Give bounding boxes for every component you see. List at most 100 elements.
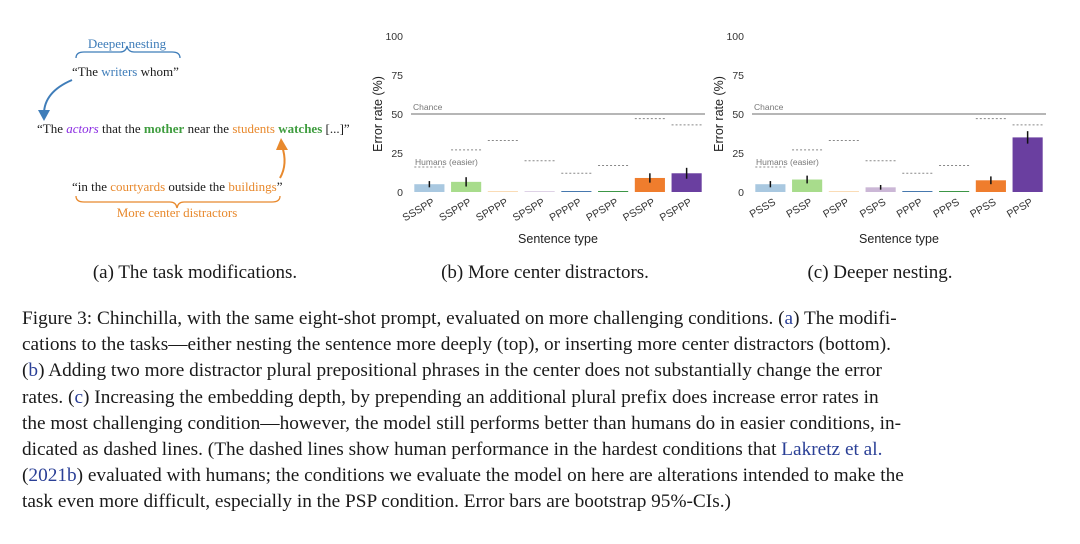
bar	[1012, 137, 1043, 192]
x-tick-label: PPSP	[1005, 196, 1035, 220]
caption-line-8: task even more difficult, especially in …	[22, 491, 731, 513]
x-axis-label: Sentence type	[518, 232, 598, 246]
bar	[975, 180, 1006, 192]
y-tick-label: 75	[391, 70, 403, 82]
citation-link-year[interactable]: 2021b	[28, 465, 77, 487]
y-axis-label: Error rate (%)	[712, 76, 726, 152]
chart-deeper-nesting: 0 25 50 75 100 Error rate (%) Chance Humans (ea…	[712, 31, 1046, 246]
task-modifications-panel: Deeper nesting “The writers whom” “The a…	[0, 0, 370, 300]
x-tick-label: PSSS	[748, 196, 778, 220]
chance-label: Chance	[754, 102, 784, 112]
caption-line-2: cations to the tasks—either nesting the …	[22, 334, 892, 356]
bar	[828, 191, 859, 192]
x-tick-label: PSSP	[784, 196, 814, 220]
subcaption-a: (a) The task modifications.	[92, 262, 298, 283]
y-tick-label: 0	[738, 187, 744, 199]
word-courtyards: courtyards	[110, 179, 166, 194]
bar	[524, 191, 555, 192]
bottom-quote: “in the courtyards outside the buildings…	[72, 179, 283, 195]
y-tick-label: 100	[726, 31, 744, 43]
caption-text: (	[22, 360, 29, 382]
bar	[414, 184, 445, 192]
word-watches: watches	[278, 121, 323, 136]
bottom-close: ”	[276, 179, 283, 194]
word-students: students	[232, 121, 275, 136]
y-tick-label: 0	[397, 187, 403, 199]
y-axis-label: Error rate (%)	[371, 76, 385, 152]
caption-text: Figure 3: Chinchilla, with the same eigh…	[22, 308, 785, 329]
center-distractor-arrow	[279, 145, 286, 179]
main-close: [...]”	[322, 121, 350, 136]
x-tick-label: PSPP	[821, 196, 851, 220]
x-tick-label: PPSPP	[584, 196, 620, 224]
x-tick-label: SPPPP	[474, 196, 510, 224]
x-tick-label: PPPPP	[548, 196, 584, 224]
bar	[487, 191, 518, 192]
chart-center-distractors: 0 25 50 75 100 Error rate (%) Chance Humans (ea…	[371, 31, 705, 246]
ref-link-b[interactable]: b	[28, 360, 39, 382]
deeper-nesting-label: Deeper nesting	[87, 36, 167, 51]
bar	[451, 181, 482, 192]
y-tick-label: 50	[391, 109, 403, 121]
caption-line-3: (b) Adding two more distractor plural pr…	[22, 358, 1056, 384]
deeper-nesting-arrowhead	[38, 110, 50, 121]
deeper-nesting-arrow	[43, 79, 73, 115]
main-near-the: near the	[184, 121, 233, 136]
x-tick-label: PSPS	[858, 196, 888, 220]
bar	[755, 184, 786, 192]
y-tick-label: 100	[385, 31, 403, 43]
bar	[634, 177, 665, 192]
subcaption-b: (b) More center distractors.	[441, 262, 649, 283]
word-writers: writers	[101, 64, 138, 79]
y-tick-label: 25	[732, 148, 744, 160]
x-tick-label: PPPP	[895, 196, 925, 220]
main-open: “The	[37, 121, 67, 136]
chance-label: Chance	[413, 102, 443, 112]
x-tick-label: PSPPP	[658, 196, 694, 224]
subcaption-c: (c) Deeper nesting.	[807, 262, 953, 283]
top-brace	[75, 45, 181, 59]
main-sentence: “The actors that the mother near the stu…	[37, 121, 350, 137]
x-tick-label: SPSPP	[511, 196, 547, 224]
caption-line-1: Figure 3: Chinchilla, with the same eigh…	[22, 306, 1056, 332]
y-tick-label: 25	[391, 148, 403, 160]
caption-text: ) The modifi-	[793, 308, 897, 329]
caption-line-7: (2021b) evaluated with humans; the condi…	[22, 463, 1056, 489]
caption-line-6: dicated as dashed lines. (The dashed lin…	[22, 437, 1056, 463]
citation-link-lakretz[interactable]: Lakretz et al.	[781, 439, 883, 461]
caption-line-4: rates. (c) Increasing the embedding dept…	[22, 385, 1056, 411]
more-center-label: More center distractors	[116, 205, 238, 220]
bar	[902, 191, 933, 192]
caption-text: ) Increasing the embedding depth, by pre…	[83, 386, 879, 408]
bar	[939, 191, 970, 192]
bar	[561, 191, 592, 192]
caption-text: ) Adding two more distractor plural prep…	[38, 360, 882, 382]
word-mother: mother	[143, 121, 185, 136]
x-axis-label: Sentence type	[859, 232, 939, 246]
x-tick-label: SSPPP	[437, 196, 473, 224]
top-quote-close: whom”	[137, 64, 179, 79]
main-that-the: that the	[98, 121, 144, 136]
word-actors: actors	[66, 121, 99, 136]
ref-link-a[interactable]: a	[784, 308, 794, 329]
word-buildings: buildings	[228, 179, 277, 194]
caption-text: dicated as dashed lines. (The dashed lin…	[22, 439, 782, 461]
figure-caption: Figure 3: Chinchilla, with the same eigh…	[22, 306, 1056, 516]
humans-label: Humans (easier)	[415, 157, 478, 167]
bottom-brace	[75, 195, 281, 209]
top-quote-open: “The	[72, 64, 102, 79]
center-distractor-arrowhead	[276, 138, 288, 150]
bottom-outside-the: outside the	[165, 179, 229, 194]
humans-label: Humans (easier)	[756, 157, 819, 167]
ref-link-c[interactable]: c	[74, 386, 84, 408]
x-tick-label: SSSPP	[401, 196, 437, 224]
caption-text: ) evaluated with humans; the conditions …	[76, 465, 904, 487]
caption-text: (	[22, 465, 29, 487]
y-tick-label: 50	[732, 109, 744, 121]
bottom-open: “in the	[72, 179, 111, 194]
x-tick-label: PPSS	[968, 196, 998, 220]
bar	[598, 191, 629, 192]
caption-text: rates. (	[22, 386, 75, 408]
bar	[792, 179, 823, 192]
x-tick-label: PPPS	[931, 196, 961, 220]
